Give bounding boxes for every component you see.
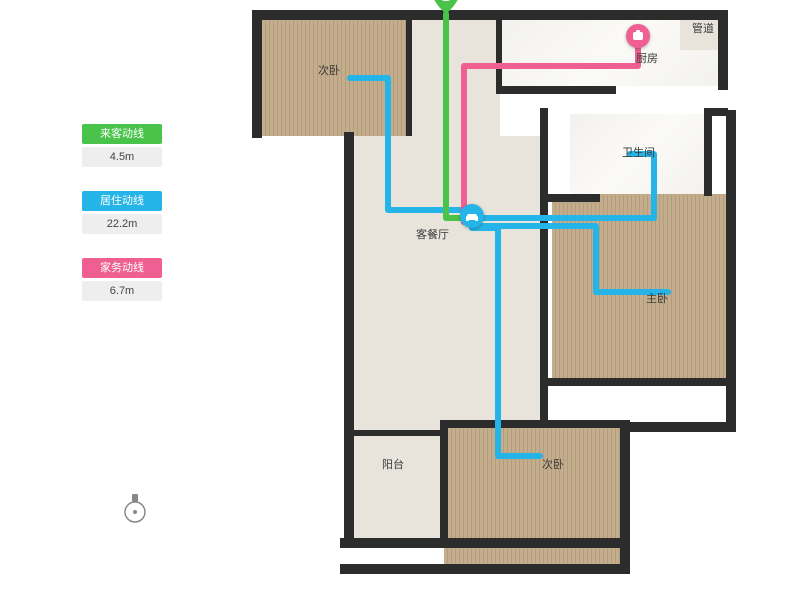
legend-title-guest: 来客动线 <box>82 124 162 144</box>
living-flow-1 <box>472 154 654 218</box>
label-duct: 管道 <box>692 20 714 36</box>
living-flow-2 <box>472 226 668 292</box>
label-bathroom: 卫生间 <box>622 144 655 160</box>
legend-item-living: 居住动线 22.2m <box>82 191 162 234</box>
legend-item-chores: 家务动线 6.7m <box>82 258 162 301</box>
chores-flow <box>464 48 638 222</box>
legend-title-living: 居住动线 <box>82 191 162 211</box>
label-bedroom-bottom: 次卧 <box>542 456 564 472</box>
entry-marker-icon <box>432 0 460 14</box>
flow-lines <box>240 8 760 588</box>
kitchen-marker-icon <box>626 24 650 48</box>
label-master-bedroom: 主卧 <box>646 290 668 306</box>
label-kitchen: 厨房 <box>636 50 658 66</box>
legend-value-chores: 6.7m <box>82 281 162 301</box>
legend-value-living: 22.2m <box>82 214 162 234</box>
legend-value-guest: 4.5m <box>82 147 162 167</box>
label-bedroom-top-left: 次卧 <box>318 62 340 78</box>
guest-flow <box>446 14 474 218</box>
label-balcony: 阳台 <box>382 456 404 472</box>
flow-legend: 来客动线 4.5m 居住动线 22.2m 家务动线 6.7m <box>82 124 162 325</box>
living-flow-0 <box>350 78 472 210</box>
living-flow-3 <box>472 228 540 456</box>
legend-item-guest: 来客动线 4.5m <box>82 124 162 167</box>
label-living-room: 客餐厅 <box>416 226 449 242</box>
floor-plan: 次卧厨房管道客餐厅卫生间主卧次卧阳台 <box>240 8 760 588</box>
sofa-marker-icon <box>460 204 484 228</box>
compass-icon <box>120 490 150 524</box>
legend-title-chores: 家务动线 <box>82 258 162 278</box>
